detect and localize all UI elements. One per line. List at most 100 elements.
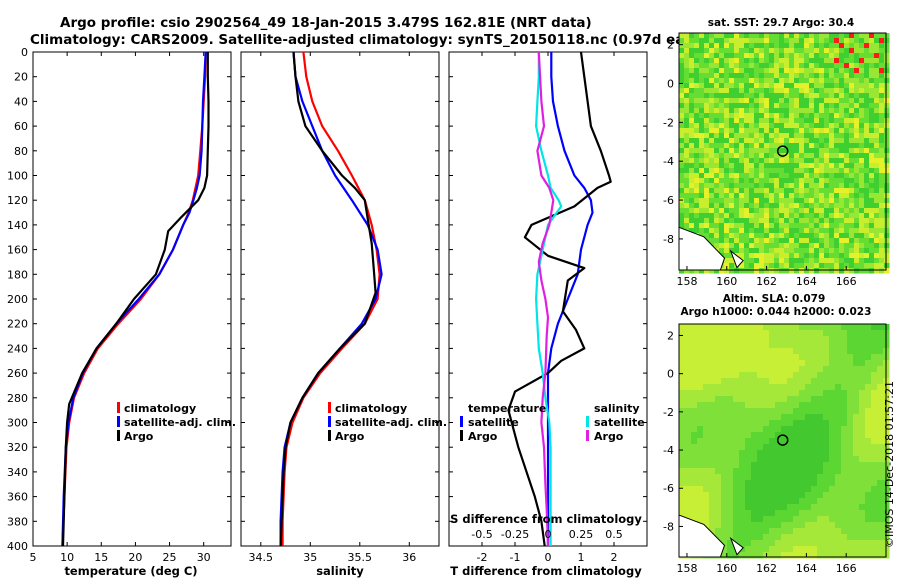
sst-map-cell xyxy=(859,163,865,169)
sla-map-cell xyxy=(739,444,746,451)
sla-map-cell xyxy=(781,354,788,361)
sst-map-cell xyxy=(714,108,720,114)
sst-map-cell xyxy=(789,58,795,64)
sst-map-cell xyxy=(729,123,735,129)
sla-map-cell xyxy=(757,468,764,475)
sla-map-cell xyxy=(697,336,704,343)
sst-map-cell xyxy=(759,253,765,259)
sla-map-cell xyxy=(679,450,686,457)
sst-map-cell xyxy=(819,68,825,74)
sst-map-cell xyxy=(739,103,745,109)
sst-map-cell xyxy=(719,53,725,59)
sst-map-cell xyxy=(799,258,805,264)
sla-map-cell xyxy=(781,336,788,343)
sst-map-cell xyxy=(784,33,790,39)
sst-map-cell xyxy=(829,88,835,94)
sla-map-cell xyxy=(787,504,794,511)
sst-map-cell xyxy=(789,233,795,239)
sst-map-cell xyxy=(764,268,770,274)
sla-map-cell xyxy=(691,396,698,403)
sla-map-cell xyxy=(709,498,716,505)
sla-map-ytick-label: -2 xyxy=(663,406,674,419)
sst-map-cell xyxy=(734,138,740,144)
sst-map-cell xyxy=(734,218,740,224)
sst-map-cell xyxy=(794,73,800,79)
sst-map-cell xyxy=(714,193,720,199)
sst-map-cell xyxy=(764,128,770,134)
sst-map-cell xyxy=(739,153,745,159)
sst-map-cell xyxy=(704,78,710,84)
sla-map-cell xyxy=(877,528,884,535)
sst-map-cell xyxy=(729,133,735,139)
sla-map-cell xyxy=(763,348,770,355)
sst-map-cell xyxy=(869,123,875,129)
sst-map-cell xyxy=(784,118,790,124)
sla-map-cell xyxy=(739,510,746,517)
sla-map-cell xyxy=(859,432,866,439)
sla-map-cell xyxy=(859,360,866,367)
sst-map-cell xyxy=(859,113,865,119)
sla-map-cell xyxy=(697,480,704,487)
sla-map-cell xyxy=(715,348,722,355)
sla-map-cell xyxy=(829,474,836,481)
legend-label-t-argo: Argo xyxy=(468,430,498,443)
sst-map-cell xyxy=(874,268,880,274)
sla-map-cell xyxy=(823,534,830,541)
sla-map-cell xyxy=(763,534,770,541)
sla-map-cell xyxy=(835,324,842,331)
sla-map-cell xyxy=(847,546,854,553)
sst-map-cell xyxy=(704,138,710,144)
sst-map-cell xyxy=(704,173,710,179)
sst-map-cell xyxy=(814,98,820,104)
sst-map-cell xyxy=(769,128,775,134)
sst-map-cell xyxy=(869,113,875,119)
sla-map-cell xyxy=(691,516,698,523)
sst-map-cell xyxy=(809,83,815,89)
sst-map-cell xyxy=(864,38,870,44)
sla-map-cell xyxy=(823,396,830,403)
sst-map-cell xyxy=(804,48,810,54)
sst-map-cell xyxy=(804,98,810,104)
sst-map-cell xyxy=(879,98,885,104)
sst-map-cell xyxy=(854,73,860,79)
sla-map-cell xyxy=(805,372,812,379)
sst-map-cell xyxy=(824,48,830,54)
sla-map-cell xyxy=(715,420,722,427)
sla-map-ytick-label: -6 xyxy=(663,482,674,495)
sst-map-cell xyxy=(704,178,710,184)
sla-map-cell xyxy=(793,516,800,523)
sst-map-cell xyxy=(824,103,830,109)
sla-map-cell xyxy=(691,378,698,385)
sst-map-cell xyxy=(799,233,805,239)
sst-map-cell xyxy=(724,143,730,149)
sst-map-cell xyxy=(754,138,760,144)
sst-map-cell xyxy=(694,108,700,114)
salinity-legend: climatology satellite-adj. clim. Argo xyxy=(328,402,447,443)
sla-map-cell xyxy=(817,372,824,379)
sst-map-cell xyxy=(769,208,775,214)
sla-map-cell xyxy=(805,462,812,469)
sst-map-cell xyxy=(724,83,730,89)
sst-map-cell xyxy=(879,123,885,129)
sla-map-cell xyxy=(697,390,704,397)
sst-map-cell xyxy=(854,118,860,124)
sst-map-cell xyxy=(739,268,745,274)
sst-map-cell xyxy=(874,263,880,269)
sst-map-cell xyxy=(719,88,725,94)
sla-map-cell xyxy=(877,516,884,523)
sst-map-cell xyxy=(859,193,865,199)
sst-map-cell xyxy=(809,243,815,249)
sst-map-cell xyxy=(779,173,785,179)
sst-map-cell xyxy=(714,223,720,229)
sla-map-cell xyxy=(835,372,842,379)
sst-map-cell xyxy=(814,93,820,99)
sst-map-cell xyxy=(839,148,845,154)
sla-map-cell xyxy=(763,516,770,523)
sst-map-cell xyxy=(829,213,835,219)
sla-map-cell xyxy=(823,516,830,523)
sla-map-cell xyxy=(781,504,788,511)
sst-map-cell xyxy=(699,163,705,169)
sla-map-cell xyxy=(841,336,848,343)
sla-map-cell xyxy=(877,396,884,403)
